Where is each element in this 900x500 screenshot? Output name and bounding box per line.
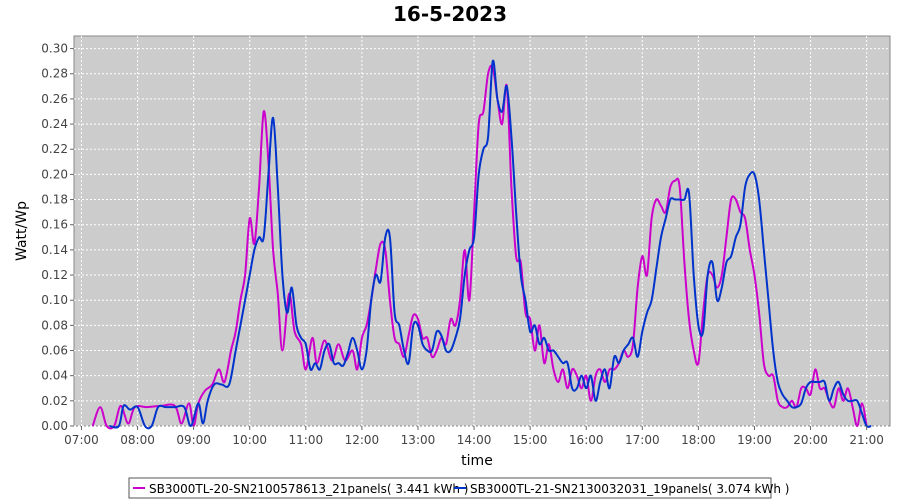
legend-label-1: SB3000TL-20-SN2100578613_21panels( 3.441… [149, 482, 468, 496]
y-tick-label: 0.10 [41, 293, 68, 307]
grid [74, 36, 890, 427]
y-tick-label: 0.26 [41, 92, 68, 106]
x-tick-label: 13:00 [401, 433, 436, 447]
y-tick-label: 0.04 [41, 369, 68, 383]
legend [128, 477, 772, 499]
y-tick-label: 0.00 [41, 419, 68, 433]
legend-label-2: SB3000TL-21-SN2130032031_19panels( 3.074… [470, 482, 789, 496]
x-tick-label: 17:00 [625, 433, 660, 447]
y-tick-label: 0.16 [41, 218, 68, 232]
x-tick-label: 12:00 [345, 433, 380, 447]
y-tick-label: 0.22 [41, 142, 68, 156]
x-axis: 07:00 08:00 09:00 10:00 11:00 12:00 13:00 14:00… [64, 426, 884, 447]
y-tick-label: 0.12 [41, 268, 68, 282]
y-axis: 0.00 0.02 0.04 0.06 0.08 0.10 0.12 0.14 0.16 0.18… [41, 42, 74, 433]
series-line-2 [109, 59, 872, 430]
x-tick-label: 16:00 [569, 433, 604, 447]
x-tick-label: 21:00 [849, 433, 884, 447]
plot-area [73, 35, 891, 427]
x-tick-label: 14:00 [457, 433, 492, 447]
x-tick-label: 19:00 [737, 433, 772, 447]
y-tick-label: 0.24 [41, 117, 68, 131]
y-tick-label: 0.18 [41, 193, 68, 207]
y-tick-label: 0.14 [41, 243, 68, 257]
y-axis-label: Watt/Wp [14, 201, 30, 261]
x-tick-label: 11:00 [289, 433, 324, 447]
y-tick-label: 0.20 [41, 167, 68, 181]
x-tick-label: 18:00 [681, 433, 716, 447]
x-tick-label: 07:00 [64, 433, 99, 447]
chart-title: 16-5-2023 [393, 2, 507, 26]
x-tick-label: 20:00 [793, 433, 828, 447]
x-axis-label: time [461, 453, 493, 469]
y-tick-label: 0.08 [41, 318, 68, 332]
y-tick-label: 0.02 [41, 394, 68, 408]
x-tick-label: 10:00 [232, 433, 267, 447]
x-tick-label: 08:00 [120, 433, 155, 447]
series-line-1 [91, 64, 868, 430]
y-tick-label: 0.30 [41, 42, 68, 56]
y-tick-label: 0.06 [41, 344, 68, 358]
y-tick-label: 0.28 [41, 67, 68, 81]
x-tick-label: 15:00 [513, 433, 548, 447]
series-layer [91, 59, 872, 430]
x-tick-label: 09:00 [176, 433, 211, 447]
